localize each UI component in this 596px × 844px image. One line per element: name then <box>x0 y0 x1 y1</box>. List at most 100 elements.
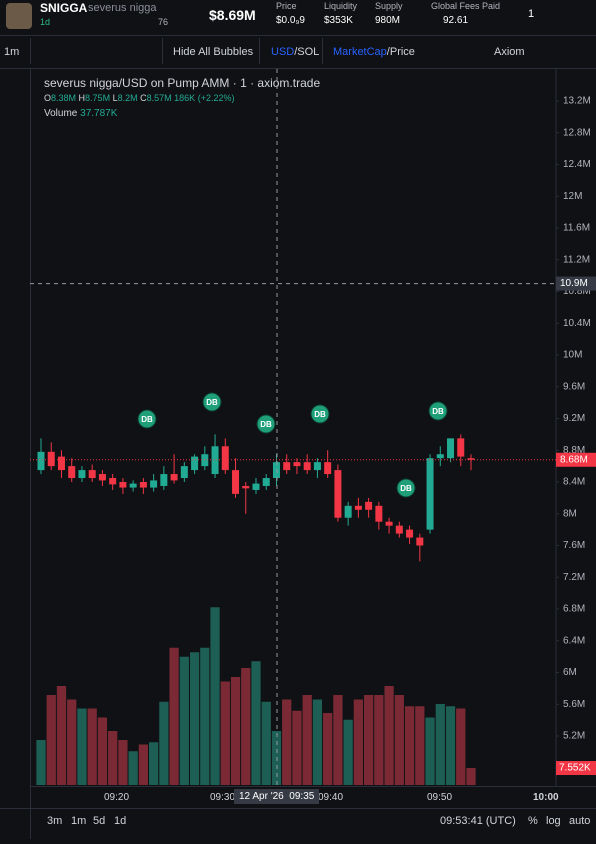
o-label: O <box>44 93 52 103</box>
bubble-label: DB <box>432 407 444 416</box>
volume-bar <box>230 677 241 785</box>
candle-body <box>170 474 178 481</box>
change: 186K <box>174 93 196 103</box>
l-value: 8.2M <box>117 93 138 103</box>
usd-text: USD <box>271 46 295 58</box>
y-tick-label: 13.2M <box>563 96 591 107</box>
volume-value: 37.787K <box>80 108 118 119</box>
y-tick-label: 6.4M <box>563 635 585 646</box>
mcap-text: MarketCap <box>333 46 387 58</box>
candle-body <box>150 480 158 488</box>
volume-bar <box>364 695 374 785</box>
candle-body <box>313 462 321 471</box>
candle-body <box>47 451 55 467</box>
sep <box>30 38 31 64</box>
volume-bar <box>343 719 353 785</box>
y-tick-label: 11.6M <box>563 223 590 234</box>
last-volume-box <box>556 761 596 776</box>
y-tick-label: 10.8M <box>563 286 591 297</box>
date: 12 Apr '26 <box>239 791 284 802</box>
candle-body <box>436 454 444 459</box>
log-toggle[interactable]: log <box>546 815 561 827</box>
bubble <box>256 414 276 434</box>
sep <box>162 38 163 64</box>
bubbles-button[interactable]: Hide All Bubbles <box>173 46 254 58</box>
bubble-label: DB <box>400 484 412 493</box>
candle-body <box>395 525 403 534</box>
crosshair-box <box>556 276 596 291</box>
pct-toggle[interactable]: % <box>528 815 538 827</box>
auto-toggle[interactable]: auto <box>569 815 591 827</box>
stat-value: 980M <box>375 15 401 26</box>
candle-body <box>385 521 393 526</box>
y-tick-label: 9.6M <box>563 381 585 392</box>
avatar <box>6 3 32 29</box>
bubble-label: DB <box>314 410 326 419</box>
volume-bar <box>118 740 128 785</box>
volume-bar <box>425 717 435 785</box>
volume-bar <box>384 686 394 785</box>
chart-title: severus nigga/USD on Pump AMM · 1 · axio… <box>44 76 321 90</box>
sep <box>322 38 323 64</box>
volume-bar <box>46 695 56 785</box>
left-toolbar <box>0 69 31 839</box>
volume-bar <box>415 706 425 785</box>
y-tick-label: 11.2M <box>563 254 590 265</box>
candle-body <box>262 478 270 486</box>
candle-body <box>180 466 188 479</box>
volume-bar <box>333 695 343 785</box>
y-tick-label: 8M <box>563 508 577 519</box>
candle-body <box>129 483 137 488</box>
bubble-label: DB <box>206 398 218 407</box>
l-label: L <box>112 93 118 103</box>
volume-bar <box>128 751 138 785</box>
bubble-label: DB <box>141 415 153 424</box>
volume-bar <box>108 731 118 785</box>
candle-body <box>426 458 434 530</box>
candle-body <box>344 505 352 518</box>
mcap[interactable]: MarketCap/Price <box>333 46 415 58</box>
candle-body <box>242 485 250 489</box>
volume-bar <box>77 708 87 785</box>
age: 1d <box>40 17 51 27</box>
h-value: 8.75M <box>85 93 111 103</box>
volume-bar <box>179 656 189 785</box>
time-label: 09:30 <box>210 792 236 803</box>
count: 1 <box>528 8 535 20</box>
y-tick-label: 12.4M <box>563 159 591 170</box>
volume-bar <box>404 706 415 785</box>
y-tick-label: 8.4M <box>563 477 585 488</box>
volume-bar <box>149 742 159 785</box>
y-tick-label: 6M <box>563 667 577 678</box>
volume-bar <box>200 647 210 785</box>
range[interactable]: 1m <box>71 815 87 827</box>
y-tick-label: 9.2M <box>563 413 585 424</box>
ticker: SNIGGA <box>40 1 88 15</box>
candle-body <box>457 438 465 457</box>
time: 09:35 <box>289 791 315 802</box>
volume-bar <box>241 668 251 785</box>
range[interactable]: 5d <box>93 815 106 827</box>
range[interactable]: 1d <box>114 815 127 827</box>
volume-bar <box>271 731 282 785</box>
volume-bar <box>189 652 200 785</box>
platform[interactable]: Axiom <box>494 46 525 58</box>
y-tick-label: 12M <box>563 191 582 202</box>
y-tick-label: 7.6M <box>563 540 585 551</box>
y-tick-label: 7.2M <box>563 572 585 583</box>
volume-bar <box>394 695 404 785</box>
usd[interactable]: USD/SOL <box>271 46 319 58</box>
c-value: 8.57M <box>146 93 172 103</box>
clock: 09:53:41 (UTC) <box>440 815 516 827</box>
time-label: 09:40 <box>318 792 344 803</box>
volume-bar <box>210 607 220 785</box>
interval[interactable]: 1m <box>4 46 20 58</box>
candle-body <box>109 478 117 485</box>
bubble <box>310 404 330 424</box>
y-tick-label: 8.8M <box>563 445 585 456</box>
volume-bar <box>302 695 312 785</box>
range[interactable]: 3m <box>47 815 63 827</box>
o-value: 8.38M <box>51 93 77 103</box>
candle-body <box>272 462 280 479</box>
